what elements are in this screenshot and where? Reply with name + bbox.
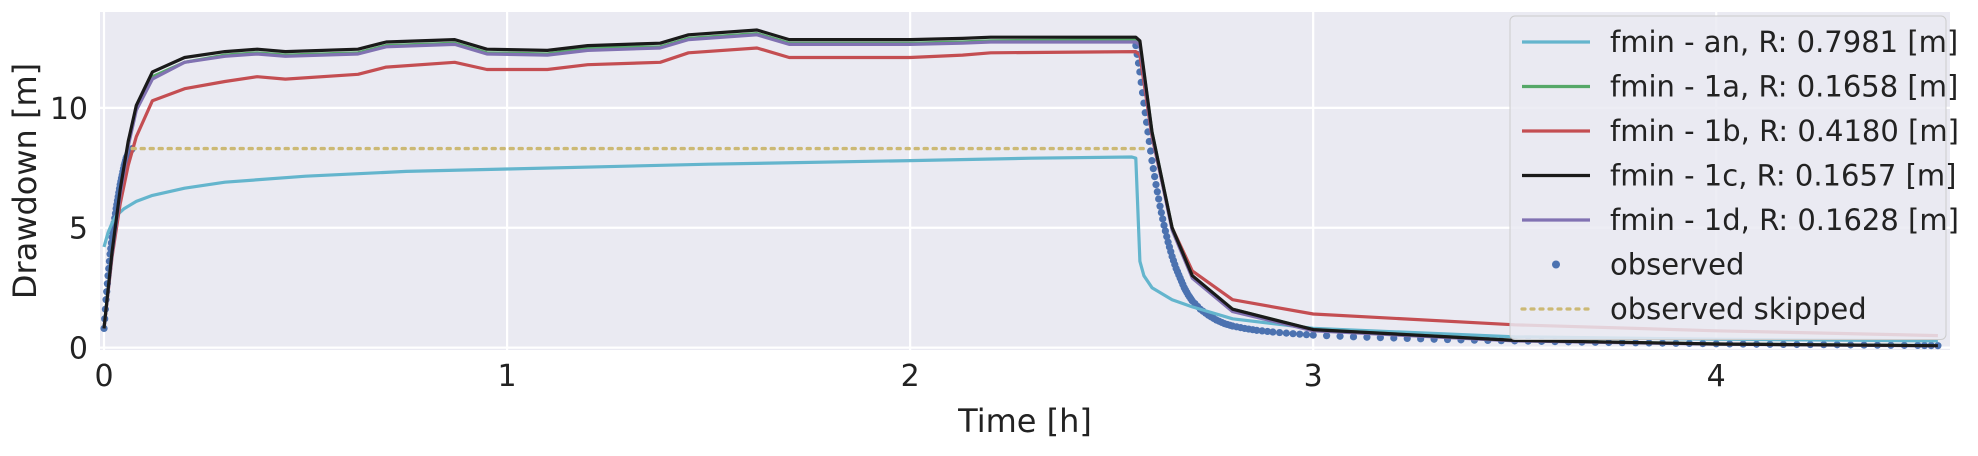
observed-point (1153, 188, 1161, 196)
legend-label: fmin - 1c, R: 0.1657 [m] (1610, 159, 1956, 193)
observed-point (1161, 227, 1169, 235)
observed-point (1151, 173, 1159, 181)
legend-item: observed (1552, 248, 1744, 282)
y-axis-label: Drawdown [m] (6, 63, 44, 299)
observed-point (1269, 328, 1277, 336)
observed-point (1159, 215, 1167, 223)
observed-point (1160, 221, 1168, 229)
legend-label: fmin - 1b, R: 0.4180 [m] (1610, 114, 1959, 148)
observed-point (1349, 333, 1358, 341)
observed-point (1363, 333, 1371, 341)
observed-point (1258, 327, 1266, 335)
y-tick-label: 5 (69, 212, 88, 247)
observed-point (1148, 157, 1156, 165)
observed-point (1282, 329, 1290, 337)
observed-point (1155, 195, 1163, 203)
observed-point (1156, 202, 1164, 210)
observed-point (1263, 327, 1272, 336)
observed-point (1302, 331, 1311, 339)
legend-marker (1552, 260, 1560, 269)
observed-point (1163, 232, 1171, 241)
observed-point (1323, 332, 1331, 340)
legend-item: fmin - 1c, R: 0.1657 [m] (1522, 159, 1956, 193)
legend-item: fmin - 1d, R: 0.1628 [m] (1522, 203, 1959, 237)
legend-label: fmin - an, R: 0.7981 [m] (1610, 25, 1958, 59)
y-tick-label: 0 (69, 332, 88, 367)
observed-point (1275, 328, 1284, 337)
legend-item: fmin - 1b, R: 0.4180 [m] (1522, 114, 1959, 148)
observed-point (1309, 331, 1317, 339)
observed-point (1336, 332, 1344, 340)
observed-point (1152, 180, 1160, 189)
series-fmin-1c-r-0-1657-m-line (102, 28, 1938, 348)
series-layer (100, 28, 1942, 350)
observed-point (1149, 165, 1157, 173)
legend-label: fmin - 1a, R: 0.1658 [m] (1610, 70, 1958, 104)
legend-label: fmin - 1d, R: 0.1628 [m] (1610, 203, 1959, 237)
legend-item: fmin - an, R: 0.7981 [m] (1522, 25, 1958, 59)
x-axis-label: Time [h] (957, 402, 1092, 440)
x-tick-label: 4 (1707, 359, 1726, 394)
legend-item: observed skipped (1520, 292, 1867, 326)
x-tick-label: 3 (1304, 359, 1323, 394)
observed-point (1157, 208, 1165, 217)
observed-point (1289, 330, 1297, 338)
y-tick-label: 10 (50, 92, 88, 127)
x-tick-label: 0 (94, 359, 113, 394)
legend-box (1509, 15, 1947, 340)
x-tick-label: 2 (901, 359, 920, 394)
observed-point (1147, 147, 1155, 155)
legend-item: fmin - 1a, R: 0.1658 [m] (1522, 70, 1958, 104)
series-fmin-an-r-0-7981-m-line (102, 155, 1938, 343)
legend-label: observed skipped (1610, 292, 1867, 326)
legend-label: observed (1610, 248, 1744, 282)
observed-point (1296, 330, 1304, 338)
observed-point (100, 324, 108, 333)
tick-labels: 0 1 2 3 4 0 5 10 (50, 92, 1726, 394)
observed-point (1253, 326, 1261, 334)
x-tick-label: 1 (498, 359, 517, 394)
legend: fmin - an, R: 0.7981 [m] fmin - 1a, R: 0.… (1509, 15, 1959, 340)
